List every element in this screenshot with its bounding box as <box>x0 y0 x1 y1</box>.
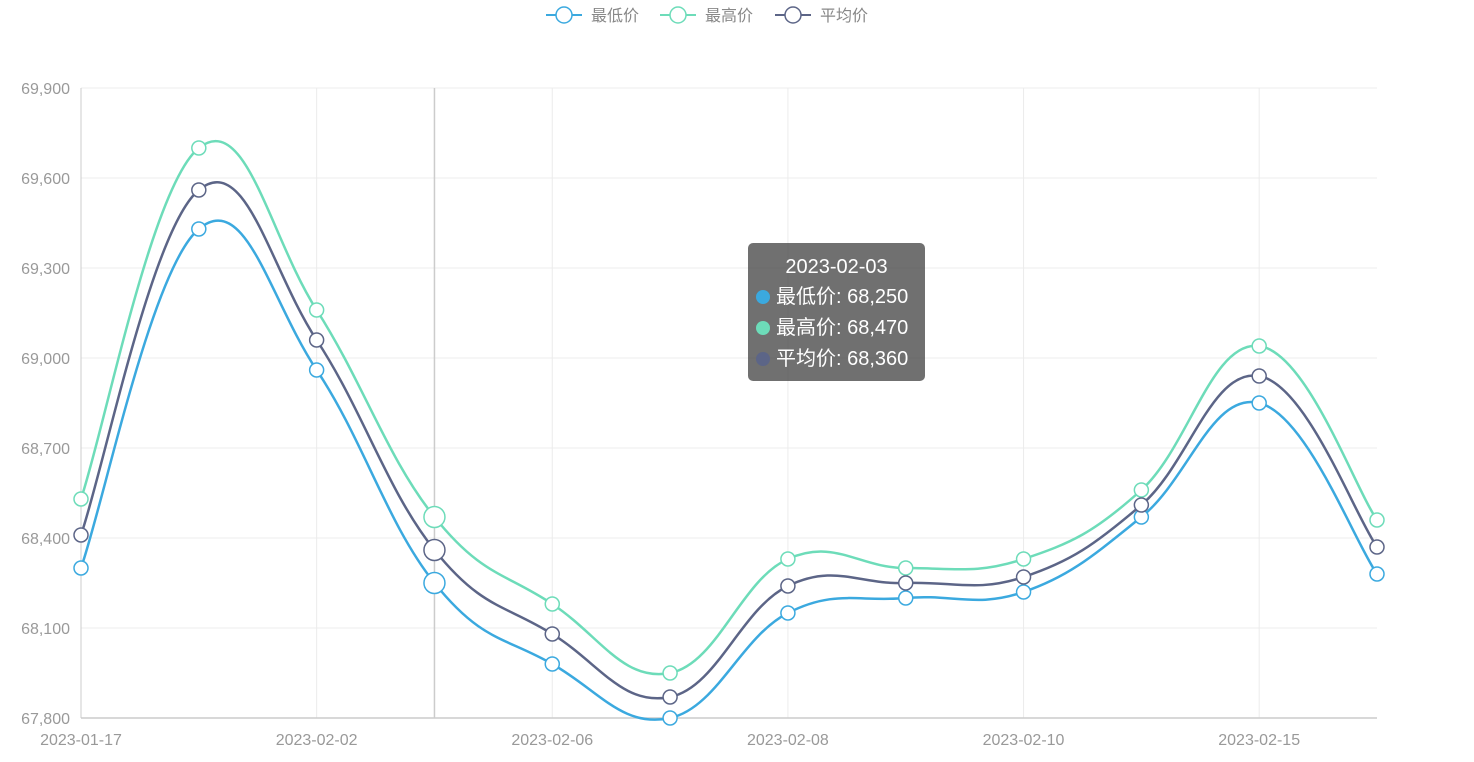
tooltip-label-avg: 平均价: 68,360 <box>776 348 909 370</box>
data-point-low[interactable] <box>73 560 89 576</box>
series-line-avg <box>79 181 1379 700</box>
data-point-high[interactable] <box>1133 482 1150 498</box>
data-point-avg[interactable] <box>1015 569 1032 585</box>
data-point-avg[interactable] <box>544 626 561 642</box>
data-point-high[interactable] <box>1251 338 1267 354</box>
y-tick-label: 69,300 <box>21 261 70 278</box>
tooltip-row-avg: 平均价: 68,360 <box>756 344 925 375</box>
tooltip-dot-low <box>756 290 770 304</box>
tooltip-label-low: 最低价: 68,250 <box>776 286 909 308</box>
data-point-high[interactable] <box>897 560 914 576</box>
data-point-high[interactable] <box>662 665 678 681</box>
grid-lines <box>81 87 1377 718</box>
tooltip-dot-avg <box>756 352 770 366</box>
data-point-low[interactable] <box>897 590 914 606</box>
data-point-low[interactable] <box>191 221 207 237</box>
x-tick-label: 2023-01-17 <box>40 732 122 749</box>
data-point-high[interactable] <box>780 551 796 567</box>
x-tick-label: 2023-02-10 <box>983 732 1065 749</box>
x-tick-label: 2023-02-06 <box>511 732 593 749</box>
data-point-low[interactable] <box>308 362 325 378</box>
series-avg <box>73 181 1385 705</box>
data-point-low[interactable] <box>1251 395 1267 411</box>
data-point-low[interactable] <box>544 656 561 672</box>
legend-label: 最高价 <box>705 7 753 25</box>
y-tick-label: 68,400 <box>21 531 70 548</box>
legend-item-avg[interactable]: 平均价 <box>775 6 868 25</box>
data-point-avg[interactable] <box>662 689 678 705</box>
data-point-avg[interactable] <box>73 527 89 543</box>
data-point-avg[interactable] <box>308 332 325 348</box>
data-point-avg[interactable] <box>780 578 796 594</box>
tooltip-row-low: 最低价: 68,250 <box>756 282 925 313</box>
tooltip-row-high: 最高价: 68,470 <box>756 313 925 344</box>
legend-symbol <box>555 6 573 24</box>
data-point-low[interactable] <box>1015 584 1032 600</box>
y-tick-label: 68,100 <box>21 621 70 638</box>
legend-label: 最低价 <box>591 7 639 25</box>
y-tick-label: 69,600 <box>21 171 70 188</box>
data-point-high[interactable] <box>73 491 89 507</box>
data-point-avg[interactable] <box>423 538 446 562</box>
data-point-high[interactable] <box>423 505 446 529</box>
y-tick-label: 69,900 <box>21 81 70 98</box>
data-point-avg[interactable] <box>1251 368 1267 384</box>
data-point-avg[interactable] <box>191 182 207 198</box>
legend-item-low[interactable]: 最低价 <box>546 6 639 25</box>
data-point-avg[interactable] <box>897 575 914 591</box>
y-tick-label: 68,700 <box>21 441 70 458</box>
x-tick-label: 2023-02-15 <box>1218 732 1300 749</box>
series-group <box>73 139 1385 726</box>
x-tick-label: 2023-02-08 <box>747 732 829 749</box>
data-point-low[interactable] <box>662 710 678 726</box>
x-tick-label: 2023-02-02 <box>276 732 358 749</box>
data-point-high[interactable] <box>308 302 325 318</box>
tooltip: 2023-02-03 最低价: 68,250 最高价: 68,470 平均价: … <box>748 243 925 381</box>
legend-item-high[interactable]: 最高价 <box>660 6 753 25</box>
data-point-avg[interactable] <box>1369 539 1385 555</box>
data-point-low[interactable] <box>780 605 796 621</box>
legend-label: 平均价 <box>820 7 868 25</box>
data-point-avg[interactable] <box>1133 497 1150 513</box>
series-line-high <box>79 139 1379 676</box>
legend-symbol <box>784 6 802 24</box>
y-tick-label: 67,800 <box>21 711 70 728</box>
tooltip-dot-high <box>756 321 770 335</box>
legend-symbol <box>669 6 687 24</box>
legend[interactable]: 最低价 最高价 平均价 <box>546 6 868 25</box>
data-point-low[interactable] <box>1369 566 1385 582</box>
data-point-high[interactable] <box>1369 512 1385 528</box>
tooltip-label-high: 最高价: 68,470 <box>776 317 909 339</box>
series-low <box>73 219 1385 726</box>
series-high <box>73 139 1385 681</box>
data-point-low[interactable] <box>423 571 446 595</box>
data-point-high[interactable] <box>544 596 561 612</box>
axes: 67,800 68,100 68,400 68,700 69,000 69,300 69,6… <box>21 81 1377 749</box>
data-point-high[interactable] <box>191 140 207 156</box>
tooltip-title: 2023-02-03 <box>785 256 888 278</box>
y-tick-label: 69,000 <box>21 351 70 368</box>
data-point-high[interactable] <box>1015 551 1032 567</box>
